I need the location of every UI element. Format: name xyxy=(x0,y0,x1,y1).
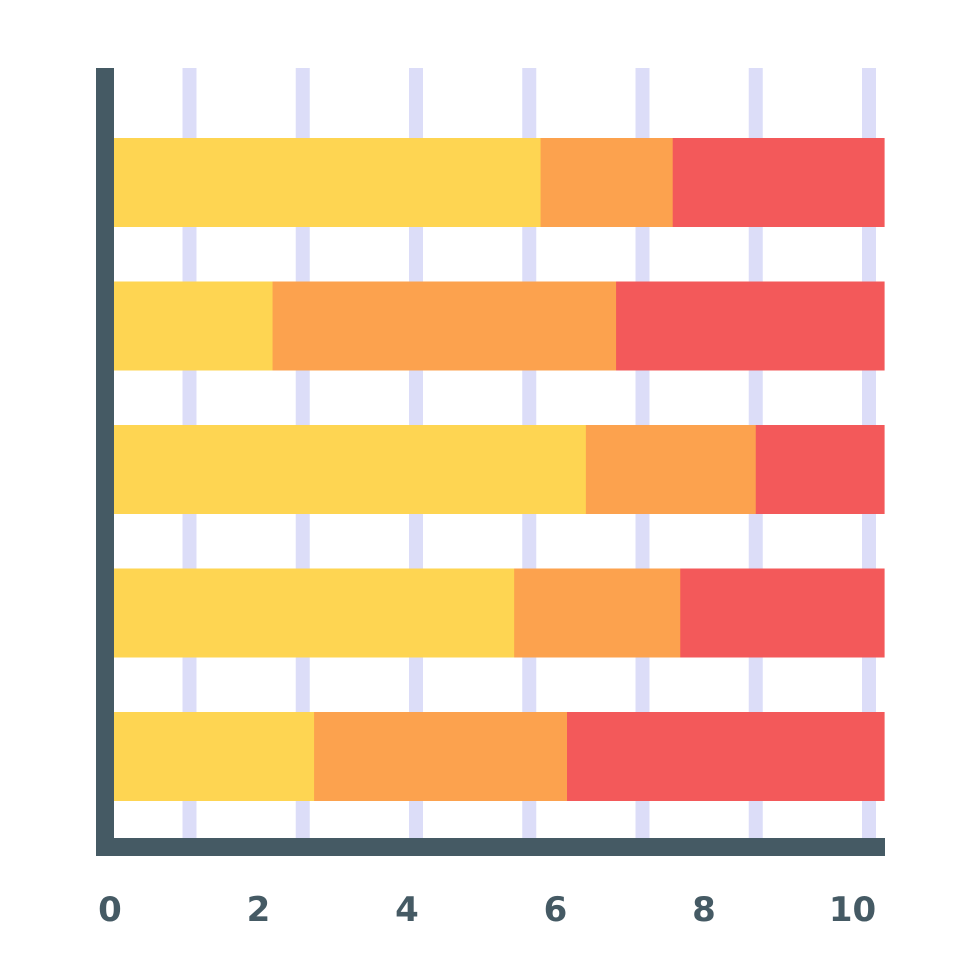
bars xyxy=(114,138,885,801)
bar-row5-segment3 xyxy=(567,712,885,801)
bar-row5-segment2 xyxy=(314,712,568,801)
x-tick-label-2: 2 xyxy=(247,890,271,930)
bar-row3-segment3 xyxy=(755,425,885,514)
bar-row3-segment2 xyxy=(585,425,757,514)
bar-row2-segment2 xyxy=(272,281,617,371)
bar-row1-segment1 xyxy=(114,138,542,227)
x-axis-line xyxy=(96,838,885,856)
bar-row3-segment1 xyxy=(114,425,587,514)
x-tick-label-4: 4 xyxy=(395,890,419,930)
x-tick-label-0: 0 xyxy=(98,890,122,930)
y-axis-line xyxy=(96,68,114,856)
bar-row4-segment1 xyxy=(114,568,515,658)
bar-row4-segment3 xyxy=(680,568,885,658)
bar-row1-segment2 xyxy=(540,138,674,227)
axes xyxy=(96,68,885,856)
bar-row4-segment2 xyxy=(514,568,681,658)
bar-row5-segment1 xyxy=(114,712,315,801)
bar-row2-segment1 xyxy=(114,281,274,371)
x-tick-labels: 0 2 4 6 8 10 xyxy=(98,890,876,930)
x-tick-label-6: 6 xyxy=(544,890,568,930)
x-tick-label-8: 8 xyxy=(692,890,716,930)
bar-row2-segment3 xyxy=(616,281,885,371)
x-tick-label-10: 10 xyxy=(829,890,876,930)
bar-row1-segment3 xyxy=(672,138,885,227)
